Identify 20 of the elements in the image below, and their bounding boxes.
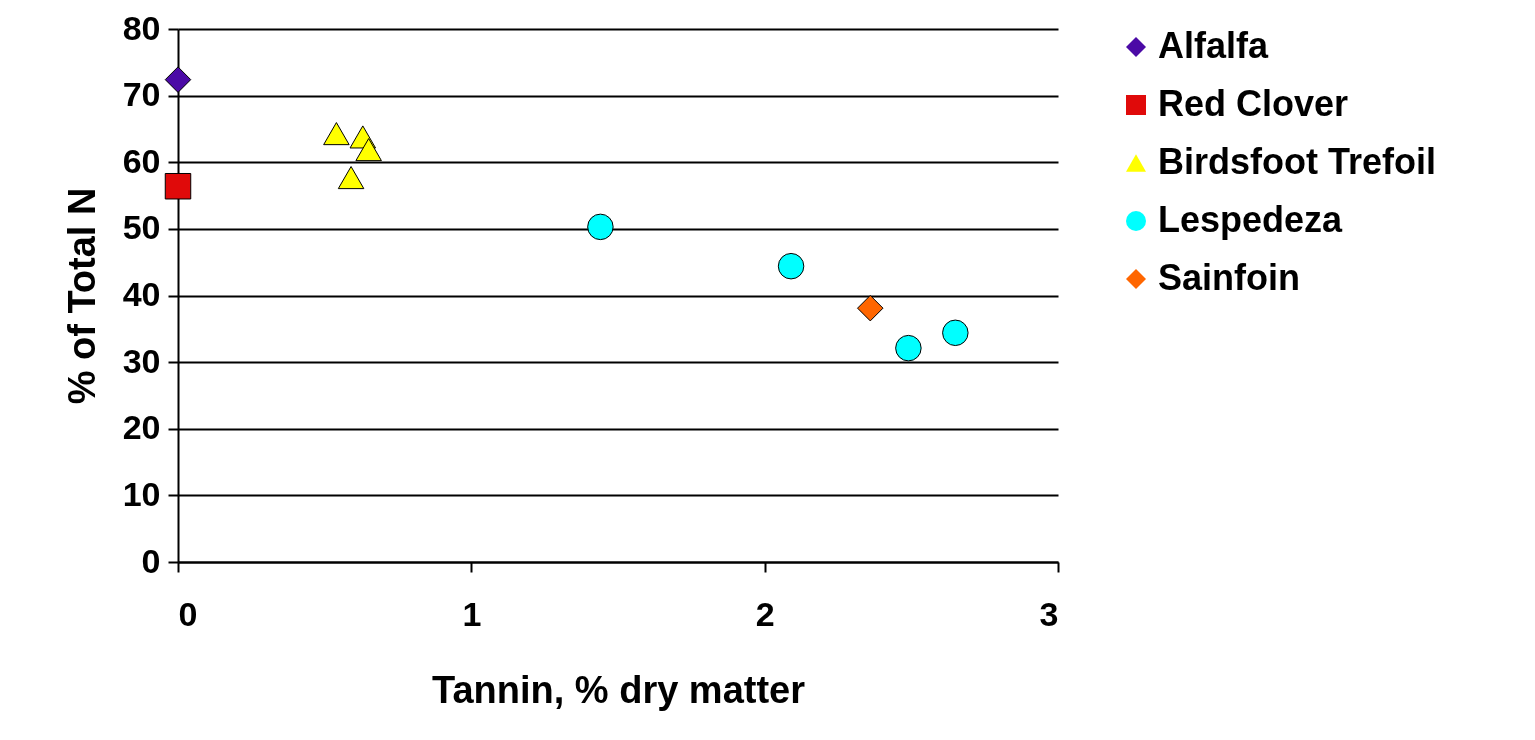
legend-label: Sainfoin: [1158, 257, 1300, 298]
y-tick-label: 70: [122, 75, 161, 114]
legend-label: Alfalfa: [1158, 25, 1269, 66]
x-tick-label: 3: [1039, 594, 1059, 633]
y-tick-label: 50: [122, 208, 161, 247]
y-tick-label: 80: [122, 8, 161, 47]
y-tick-label: 20: [122, 408, 161, 447]
x-tick-label: 2: [755, 594, 775, 633]
y-tick-label: 10: [122, 474, 161, 513]
legend-label: Lespedeza: [1158, 199, 1344, 240]
y-tick-label: 40: [122, 275, 161, 313]
y-tick-label: 60: [122, 141, 161, 180]
y-tick-label: 30: [122, 341, 161, 380]
x-tick-label: 1: [462, 594, 482, 633]
legend-label: Birdsfoot Trefoil: [1158, 141, 1436, 182]
legend-label: Red Clover: [1158, 83, 1349, 124]
y-axis-title: % of Total N: [60, 187, 103, 405]
x-axis-title: Tannin, % dry matter: [431, 668, 806, 711]
y-tick-label: 0: [141, 541, 161, 580]
x-tick-label: 0: [178, 594, 198, 633]
